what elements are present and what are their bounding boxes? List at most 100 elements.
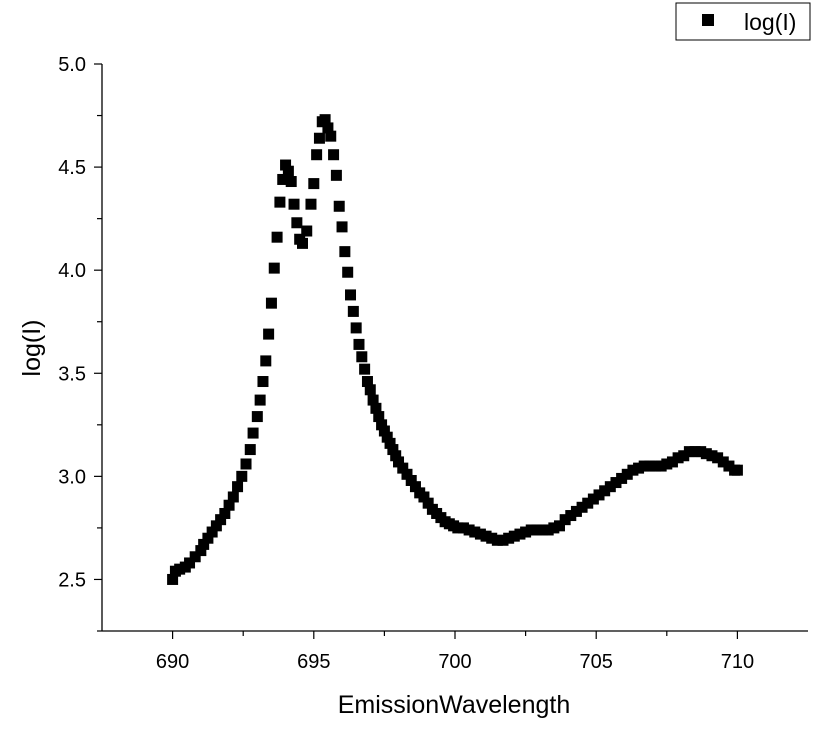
data-point bbox=[508, 530, 520, 542]
data-point bbox=[409, 481, 421, 493]
data-point bbox=[678, 450, 690, 462]
data-point bbox=[401, 468, 413, 480]
data-point bbox=[280, 159, 292, 171]
y-tick-label: 3.5 bbox=[58, 363, 86, 385]
data-point bbox=[244, 444, 256, 456]
data-point bbox=[215, 514, 227, 526]
data-point bbox=[661, 458, 673, 470]
data-point bbox=[689, 446, 701, 458]
data-point bbox=[683, 446, 695, 458]
data-point bbox=[452, 522, 464, 534]
x-tick-label: 705 bbox=[580, 651, 613, 673]
data-point bbox=[672, 452, 684, 464]
data-point bbox=[616, 472, 628, 484]
data-point bbox=[503, 532, 515, 544]
legend-box bbox=[675, 2, 811, 41]
y-tick-label: 3.0 bbox=[58, 466, 86, 488]
data-point bbox=[301, 225, 313, 237]
data-point bbox=[227, 491, 239, 503]
data-point bbox=[370, 402, 382, 414]
data-point bbox=[364, 384, 376, 396]
data-point bbox=[650, 460, 661, 472]
data-point bbox=[347, 305, 359, 317]
data-point bbox=[548, 522, 560, 534]
data-point bbox=[418, 491, 430, 503]
data-point bbox=[330, 169, 342, 181]
data-point bbox=[390, 450, 402, 462]
data-point bbox=[457, 522, 469, 534]
data-point bbox=[731, 464, 743, 476]
legend-marker bbox=[702, 14, 714, 26]
data-point bbox=[604, 481, 616, 493]
data-point bbox=[405, 474, 417, 486]
data-point bbox=[274, 196, 286, 208]
data-point bbox=[514, 528, 526, 540]
data-point bbox=[288, 198, 300, 210]
data-point bbox=[638, 460, 650, 472]
x-axis-title: EmissionWavelength bbox=[338, 691, 571, 719]
data-point bbox=[240, 458, 252, 470]
data-point bbox=[587, 493, 599, 505]
data-point bbox=[361, 376, 373, 388]
data-point bbox=[282, 165, 294, 177]
data-point bbox=[723, 460, 735, 472]
data-point bbox=[525, 524, 537, 536]
data-point bbox=[247, 427, 259, 439]
y-tick-label: 4.5 bbox=[58, 157, 86, 179]
data-point bbox=[627, 464, 639, 476]
data-point bbox=[268, 262, 280, 274]
data-point bbox=[712, 452, 724, 464]
data-point bbox=[387, 444, 399, 456]
data-point bbox=[305, 198, 317, 210]
data-point bbox=[397, 462, 409, 474]
legend: log(I) bbox=[675, 2, 811, 41]
data-point bbox=[393, 456, 405, 468]
data-point bbox=[254, 394, 266, 406]
data-point bbox=[210, 520, 222, 532]
data-point bbox=[195, 545, 207, 557]
data-point bbox=[167, 573, 179, 585]
data-point bbox=[621, 468, 633, 480]
data-point bbox=[497, 534, 509, 546]
data-point bbox=[717, 456, 729, 468]
data-point bbox=[376, 419, 388, 431]
data-point bbox=[359, 363, 371, 375]
data-point bbox=[463, 524, 475, 536]
data-point bbox=[345, 289, 357, 301]
data-point bbox=[333, 200, 345, 212]
data-point bbox=[308, 178, 320, 190]
data-point bbox=[384, 437, 396, 449]
y-tick-label: 2.5 bbox=[58, 569, 86, 591]
data-point bbox=[257, 376, 269, 388]
data-point bbox=[491, 534, 503, 546]
data-point bbox=[271, 231, 283, 243]
data-point bbox=[223, 499, 235, 511]
x-tick-label: 690 bbox=[156, 651, 189, 673]
x-tick-label: 700 bbox=[438, 651, 471, 673]
data-point bbox=[695, 446, 707, 458]
data-point bbox=[232, 481, 244, 493]
data-point bbox=[350, 322, 362, 334]
data-point bbox=[353, 338, 365, 350]
data-point bbox=[219, 507, 231, 519]
data-point bbox=[486, 532, 498, 544]
data-point bbox=[570, 505, 582, 517]
data-point bbox=[531, 524, 543, 536]
data-point bbox=[263, 328, 275, 340]
data-point bbox=[610, 477, 622, 489]
data-point bbox=[644, 460, 656, 472]
legend-label: log(I) bbox=[744, 9, 796, 35]
data-point bbox=[319, 114, 331, 126]
data-point bbox=[633, 462, 645, 474]
data-point bbox=[553, 520, 565, 532]
data-point bbox=[706, 450, 718, 462]
data-point bbox=[593, 489, 605, 501]
y-axis-title: log(I) bbox=[18, 320, 46, 377]
data-point bbox=[265, 297, 277, 309]
data-point bbox=[328, 149, 340, 161]
y-tick-label: 4.0 bbox=[58, 260, 86, 282]
data-layer: 690 695 700 705 710 2.5 3.0 3.5 4.0 4.5 5.0 bbox=[58, 54, 808, 673]
data-point bbox=[291, 217, 303, 229]
data-point bbox=[336, 221, 348, 233]
